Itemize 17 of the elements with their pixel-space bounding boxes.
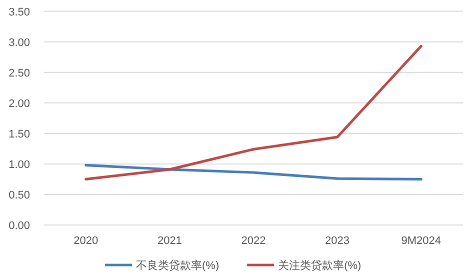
line-series (84, 44, 422, 181)
x-tick-label: 2023 (325, 235, 350, 247)
y-tick-label: 1.00 (8, 158, 30, 171)
y-tick-label: 2.50 (8, 67, 30, 80)
y-tick-label: 1.50 (8, 128, 30, 140)
y-tick-label: 2.00 (8, 98, 30, 110)
y-tick-label: 3.00 (8, 36, 30, 49)
x-tick-label: 2022 (241, 235, 266, 247)
legend-label: 不良类贷款率(%) (136, 259, 220, 272)
x-tick-label: 2020 (74, 235, 98, 247)
y-tick-label: 0.00 (8, 220, 30, 232)
x-tick-label: 2021 (157, 235, 182, 247)
y-tick-label: 3.50 (8, 6, 30, 18)
y-tick-label: 0.50 (8, 189, 30, 202)
x-tick-label: 9M2024 (401, 235, 441, 247)
line-series (84, 164, 422, 181)
legend-label: 关注类贷款率(%) (278, 259, 362, 272)
